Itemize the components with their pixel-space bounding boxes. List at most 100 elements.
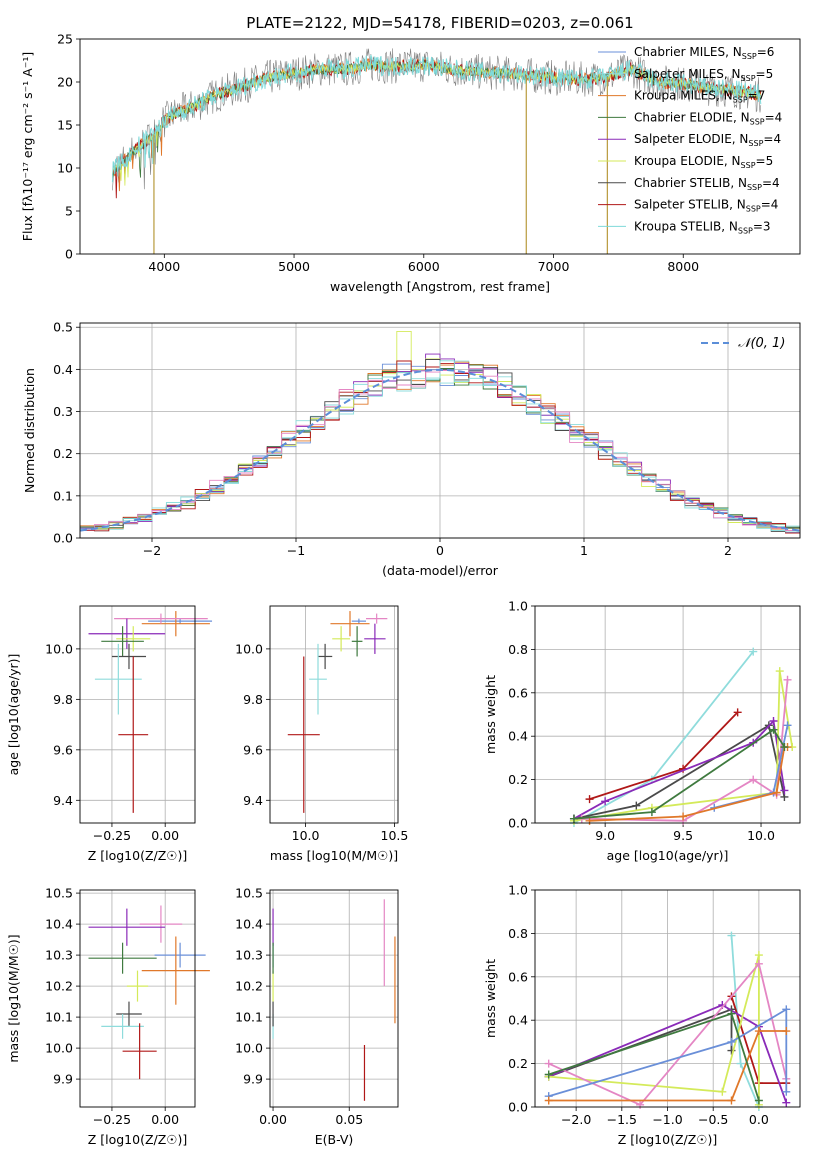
y-tick-label: 10.0 [45,641,73,656]
series-marker [727,931,736,940]
y-tick-label: 5 [65,204,73,219]
y-tick-label: 20 [57,75,73,90]
spectrum-line [112,48,762,191]
series-line [573,651,754,824]
series-line [548,954,760,1105]
x-axis-label: mass [log10(M/M☉)] [270,848,398,863]
massweight-vs-age-panel: 9.0 9.5 10.0 0.0 0.2 0.4 0.6 0.8 1.0 age [log10(a… [483,599,801,863]
x-tick-label: −0.5 [698,1112,728,1127]
series-marker [754,1027,763,1036]
y-tick-label: 0.3 [53,404,73,419]
x-tick-label: −1 [287,543,305,558]
y-tick-label: 0.8 [508,926,528,941]
spectrum-line [111,54,762,183]
normal-curve [79,368,801,532]
y-axis-label: mass weight [483,959,498,1038]
series-marker [783,675,792,684]
y-tick-label: 9.4 [53,793,73,808]
series-marker [727,1037,736,1046]
y-axis-label: age [log10(age/yr)] [6,654,21,776]
series-marker [782,1087,791,1096]
spectrum-panel: PLATE=2122, MJD=54178, FIBERID=0203, z=0… [20,14,801,294]
x-tick-label: 0 [436,543,444,558]
y-tick-label: 0.4 [508,729,528,744]
y-tick-label: 9.6 [243,742,263,757]
x-tick-label: 0.00 [151,828,179,843]
legend-label: Salpeter STELIB, NSSP=4 [634,198,778,214]
y-tick-label: 9.8 [243,692,263,707]
y-tick-label: 0.5 [53,320,73,335]
y-tick-label: 0.4 [508,1013,528,1028]
massweight-vs-Z-panel: −2.0 −1.5 −1.0 −0.5 0.0 0.0 0.2 0.4 0.6 0.8 1.0 Z [… [483,883,801,1147]
series-marker [544,1070,553,1079]
axes-frame [79,605,196,824]
series-marker [780,743,789,752]
y-tick-label: 10.3 [45,948,73,963]
series-marker [754,951,763,960]
x-tick-label: 0.0 [749,1112,769,1127]
series-marker [754,1096,763,1105]
x-axis-label: Z [log10(Z/Z☉)] [618,1132,718,1147]
y-tick-label: 10 [57,161,73,176]
legend: Chabrier MILES, NSSP=6 Salpeter MILES, NS… [598,45,782,235]
legend-label: 𝒩(0, 1) [738,336,785,351]
y-tick-label: 0.0 [53,531,73,546]
y-tick-label: 10.1 [235,1010,263,1025]
x-tick-label: 7000 [538,259,570,274]
series-marker [636,1100,645,1109]
axes-frame [79,38,801,255]
series-line [730,935,760,1108]
series-marker [679,812,688,821]
axes-frame [79,889,196,1108]
y-tick-label: 0.8 [508,642,528,657]
y-tick-label: 9.8 [53,692,73,707]
x-tick-label: −2 [143,543,161,558]
series-line [573,728,786,820]
x-tick-label: 0.00 [151,1112,179,1127]
x-tick-label: 8000 [667,259,699,274]
y-tick-label: 0 [65,247,73,262]
legend-label: Salpeter MILES, NSSP=5 [634,67,773,83]
chart-title: PLATE=2122, MJD=54178, FIBERID=0203, z=0… [246,14,633,32]
y-axis-label: Flux [fλ10⁻¹⁷ erg cm⁻² s⁻¹ A⁻¹] [20,52,35,241]
series-marker [727,1009,736,1018]
y-tick-label: 10.4 [235,917,263,932]
y-tick-label: 1.0 [508,599,528,614]
x-axis-label: Z [log10(Z/Z☉)] [88,1132,188,1147]
legend-label: Salpeter ELODIE, NSSP=4 [634,132,781,148]
series-line [548,1003,788,1104]
legend-label: Kroupa STELIB, NSSP=3 [634,219,771,235]
series-marker [754,959,763,968]
y-tick-label: 0.1 [53,488,73,503]
axes-frame [534,605,801,824]
series-marker [736,1059,745,1068]
x-axis-label: (data-model)/error [382,563,499,578]
y-tick-label: 10.1 [45,1010,73,1025]
y-tick-label: 10.5 [235,886,263,901]
series-line [581,679,789,822]
x-tick-label: 0.05 [335,1112,363,1127]
series-marker [718,1087,727,1096]
y-tick-label: 0.0 [508,816,528,831]
series-marker [769,717,778,726]
x-axis-label: E(B-V) [315,1132,354,1147]
y-tick-label: 9.6 [53,742,73,757]
series-marker [727,1096,736,1105]
series-line [548,961,788,1106]
x-tick-label: 10.5 [381,828,409,843]
y-tick-label: 10.0 [235,1041,263,1056]
x-tick-label: 0.00 [259,1112,287,1127]
series-line [548,1030,787,1102]
x-tick-label: 4000 [148,259,180,274]
x-tick-label: 9.0 [595,828,615,843]
x-tick-label: −0.25 [93,828,131,843]
x-tick-label: −0.25 [93,1112,131,1127]
mass-vs-ebv-panel: 0.00 0.05 9.9 10.0 10.1 10.2 10.3 10.4 10.5 E(B-V… [235,886,399,1147]
series-marker [749,647,758,656]
series-marker [769,725,778,734]
x-tick-label: 5000 [278,259,310,274]
x-axis-label: Z [log10(Z/Z☉)] [88,848,188,863]
series-marker [772,788,781,797]
axes-frame [79,322,801,539]
series-marker [782,1027,791,1036]
